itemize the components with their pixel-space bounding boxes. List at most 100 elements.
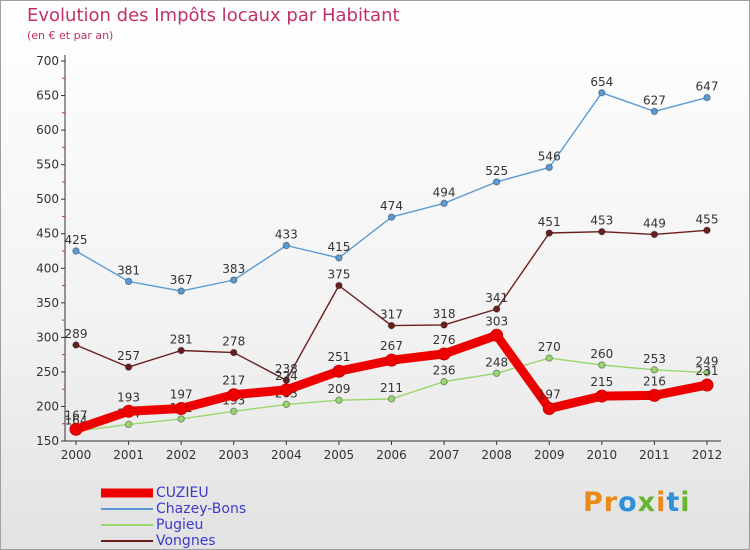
x-tick-label: 2003 bbox=[218, 448, 249, 462]
legend-swatch-vongnes bbox=[101, 540, 153, 542]
data-label-vongnes: 278 bbox=[222, 335, 245, 349]
data-label-chazey-bons: 627 bbox=[643, 93, 666, 107]
data-point-vongnes bbox=[72, 341, 80, 349]
data-point-pugieu bbox=[387, 395, 396, 403]
data-label-pugieu: 209 bbox=[327, 382, 350, 396]
data-point-chazey-bons bbox=[440, 199, 448, 208]
x-tick-label: 2011 bbox=[639, 448, 670, 462]
data-label-vongnes: 281 bbox=[170, 332, 193, 346]
data-label-pugieu: 270 bbox=[538, 340, 561, 354]
data-point-cuzieu bbox=[122, 404, 136, 418]
data-label-vongnes: 318 bbox=[433, 307, 456, 321]
legend-label-pugieu: Pugieu bbox=[156, 517, 204, 533]
data-label-vongnes: 257 bbox=[117, 349, 140, 363]
data-label-chazey-bons: 494 bbox=[433, 185, 456, 199]
y-tick-label: 300 bbox=[36, 330, 59, 344]
data-label-chazey-bons: 415 bbox=[327, 240, 350, 254]
data-point-cuzieu bbox=[700, 378, 714, 392]
data-label-vongnes: 455 bbox=[696, 212, 719, 226]
data-point-pugieu bbox=[124, 420, 133, 429]
data-label-pugieu: 260 bbox=[590, 347, 613, 361]
data-point-cuzieu bbox=[279, 383, 293, 397]
data-label-cuzieu: 215 bbox=[590, 375, 613, 389]
y-tick-label: 350 bbox=[36, 296, 59, 310]
chart-title: Evolution des Impôts locaux par Habitant bbox=[27, 5, 400, 26]
data-label-cuzieu: 216 bbox=[643, 374, 666, 388]
y-tick-label: 650 bbox=[36, 89, 59, 103]
data-point-vongnes bbox=[492, 305, 501, 313]
y-tick-label: 700 bbox=[36, 54, 59, 68]
data-point-chazey-bons bbox=[282, 241, 291, 250]
data-point-pugieu bbox=[177, 415, 185, 423]
data-point-vongnes bbox=[545, 229, 553, 237]
data-label-cuzieu: 193 bbox=[117, 390, 140, 404]
chart-subtitle: (en € et par an) bbox=[27, 29, 114, 42]
data-point-pugieu bbox=[282, 400, 291, 409]
data-point-vongnes bbox=[230, 348, 238, 357]
data-point-chazey-bons bbox=[177, 287, 185, 295]
data-point-pugieu bbox=[492, 369, 501, 377]
y-tick-label: 550 bbox=[36, 158, 59, 172]
data-label-pugieu: 236 bbox=[433, 364, 456, 378]
data-label-vongnes: 453 bbox=[590, 214, 613, 228]
y-tick-label: 150 bbox=[36, 434, 59, 448]
data-label-vongnes: 375 bbox=[327, 268, 350, 282]
data-point-chazey-bons bbox=[703, 93, 711, 102]
legend-label-cuzieu: CUZIEU bbox=[156, 485, 209, 501]
legend-swatch-pugieu bbox=[101, 524, 153, 526]
data-point-vongnes bbox=[387, 321, 396, 330]
legend-label-chazey-bons: Chazey-Bons bbox=[156, 501, 247, 517]
data-label-cuzieu: 251 bbox=[327, 350, 350, 364]
data-label-chazey-bons: 474 bbox=[380, 199, 403, 213]
data-label-cuzieu: 303 bbox=[485, 314, 508, 328]
data-point-vongnes bbox=[124, 363, 133, 371]
x-tick-label: 2012 bbox=[692, 448, 723, 462]
data-point-vongnes bbox=[703, 226, 711, 234]
data-point-chazey-bons bbox=[598, 89, 606, 97]
data-label-vongnes: 317 bbox=[380, 308, 403, 322]
x-tick-label: 2004 bbox=[271, 448, 302, 462]
x-tick-label: 2000 bbox=[61, 448, 92, 462]
data-point-cuzieu bbox=[647, 388, 661, 402]
data-point-chazey-bons bbox=[72, 247, 80, 255]
legend-swatch-chazey-bons bbox=[101, 508, 153, 510]
data-label-vongnes: 238 bbox=[275, 362, 298, 376]
data-label-pugieu: 249 bbox=[696, 355, 719, 369]
data-point-vongnes bbox=[440, 321, 448, 329]
data-label-pugieu: 248 bbox=[485, 355, 508, 369]
x-tick-label: 2002 bbox=[166, 448, 197, 462]
data-label-chazey-bons: 425 bbox=[65, 233, 88, 247]
x-tick-label: 2010 bbox=[587, 448, 618, 462]
data-point-cuzieu bbox=[69, 422, 83, 436]
x-tick-label: 2009 bbox=[534, 448, 565, 462]
data-point-chazey-bons bbox=[492, 178, 501, 186]
data-label-vongnes: 451 bbox=[538, 215, 561, 229]
series-line-chazey-bons bbox=[75, 92, 708, 292]
y-tick-label: 600 bbox=[36, 123, 59, 137]
data-point-pugieu bbox=[598, 361, 606, 369]
data-point-pugieu bbox=[545, 354, 553, 362]
data-label-cuzieu: 197 bbox=[170, 388, 193, 402]
data-label-chazey-bons: 381 bbox=[117, 263, 140, 277]
data-point-chazey-bons bbox=[650, 107, 659, 116]
y-tick-label: 500 bbox=[36, 192, 59, 206]
data-point-vongnes bbox=[335, 281, 343, 290]
data-point-cuzieu bbox=[490, 328, 504, 342]
legend-swatch-cuzieu bbox=[101, 488, 153, 498]
x-tick-label: 2006 bbox=[376, 448, 407, 462]
data-point-cuzieu bbox=[174, 402, 188, 416]
data-label-vongnes: 341 bbox=[485, 291, 508, 305]
data-label-chazey-bons: 546 bbox=[538, 149, 561, 163]
data-point-chazey-bons bbox=[545, 163, 553, 172]
data-label-chazey-bons: 647 bbox=[696, 80, 719, 94]
data-point-cuzieu bbox=[595, 389, 609, 403]
data-point-chazey-bons bbox=[124, 277, 133, 286]
data-label-cuzieu: 276 bbox=[433, 333, 456, 347]
data-point-vongnes bbox=[598, 227, 606, 236]
legend-label-vongnes: Vongnes bbox=[156, 533, 216, 549]
data-point-chazey-bons bbox=[230, 276, 238, 284]
data-point-pugieu bbox=[335, 396, 343, 404]
data-point-cuzieu bbox=[332, 364, 346, 378]
data-label-vongnes: 449 bbox=[643, 216, 666, 230]
